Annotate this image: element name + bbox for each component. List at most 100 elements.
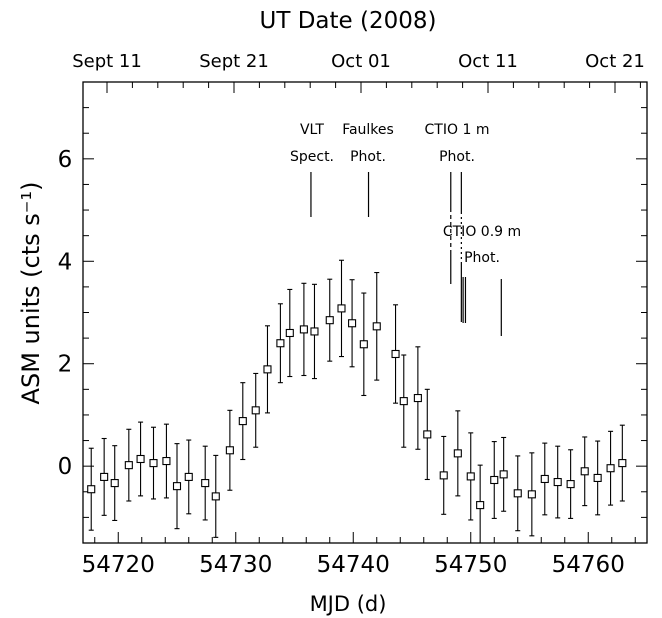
data-marker: [359, 340, 368, 349]
data-marker: [618, 459, 627, 468]
x2-tick-label: Oct 11: [458, 51, 518, 72]
annotation-label: Phot.: [350, 149, 386, 165]
data-point: [527, 452, 536, 537]
annotation-label: VLT: [300, 122, 324, 138]
annotation-ctio-1-m: CTIO 1 m Phot.: [425, 122, 490, 322]
data-series: [87, 259, 627, 543]
data-marker: [110, 479, 119, 488]
data-point: [439, 435, 448, 515]
data-marker: [540, 474, 549, 484]
data-marker: [285, 328, 294, 338]
data-point: [348, 279, 357, 368]
data-marker: [606, 464, 615, 473]
x2-tick-label: Sept 21: [199, 51, 269, 72]
data-marker: [337, 304, 346, 313]
data-point: [372, 271, 381, 381]
data-marker: [184, 472, 193, 481]
annotation-label: CTIO 1 m: [425, 122, 490, 138]
data-marker: [211, 492, 220, 501]
data-point: [110, 445, 119, 522]
data-marker: [124, 461, 133, 470]
tick-labels: 54720 54730 54740 54750 54760 0 2 4 6 Sept 11 Sept…: [58, 51, 645, 578]
y-axis-title: ASM units (cts s⁻¹): [17, 182, 45, 405]
data-marker: [453, 449, 462, 458]
data-point: [211, 454, 220, 538]
data-point: [100, 437, 109, 516]
data-point: [359, 292, 368, 397]
x2-tick-label: Sept 11: [72, 51, 142, 72]
data-point: [124, 428, 133, 502]
data-marker: [100, 472, 109, 481]
data-point: [136, 421, 145, 497]
x-tick-label: 54740: [317, 552, 390, 578]
annotation-faulkes: Faulkes Phot.: [342, 122, 394, 217]
annotation-label: Phot.: [464, 250, 500, 266]
data-point: [566, 449, 575, 519]
data-point: [540, 442, 549, 516]
x-tick-label: 54720: [82, 552, 155, 578]
data-marker: [238, 417, 247, 426]
data-point: [476, 464, 485, 543]
data-marker: [276, 339, 285, 348]
data-point: [263, 325, 272, 414]
annotation-vlt: VLT Spect.: [290, 122, 334, 217]
annotation-label: Phot.: [439, 149, 475, 165]
data-point: [285, 288, 294, 378]
data-marker: [527, 490, 536, 499]
x2-tick-label: Oct 21: [585, 51, 645, 72]
data-marker: [225, 446, 234, 455]
data-point: [325, 278, 334, 362]
y-tick-label: 0: [58, 454, 73, 480]
top-axis-title: UT Date (2008): [260, 8, 437, 34]
data-point: [184, 439, 193, 515]
data-marker: [162, 456, 171, 466]
data-marker: [566, 480, 575, 489]
data-marker: [553, 477, 562, 487]
data-point: [413, 346, 422, 450]
data-marker: [423, 430, 432, 439]
data-marker: [310, 327, 319, 336]
data-point: [310, 283, 319, 380]
data-marker: [149, 459, 158, 468]
data-point: [490, 441, 499, 519]
data-marker: [413, 393, 422, 403]
data-point: [162, 423, 171, 499]
data-marker: [325, 316, 334, 325]
data-marker: [263, 365, 272, 374]
x2-tick-label: Oct 01: [331, 51, 391, 72]
y-tick-label: 6: [58, 147, 73, 173]
axis-ticks: [83, 82, 647, 543]
data-marker: [490, 475, 499, 485]
data-point: [149, 426, 158, 500]
data-marker: [172, 482, 182, 491]
data-point: [593, 440, 602, 516]
data-marker: [466, 472, 475, 481]
data-point: [580, 436, 589, 507]
data-point: [553, 445, 562, 519]
data-point: [618, 424, 627, 502]
data-marker: [399, 397, 408, 406]
data-marker: [391, 349, 400, 359]
data-point: [87, 447, 96, 531]
data-point: [172, 443, 182, 530]
data-point: [276, 303, 285, 384]
y-tick-label: 2: [58, 352, 73, 378]
data-point: [466, 432, 475, 521]
data-marker: [136, 454, 145, 464]
data-marker: [513, 489, 522, 498]
data-marker: [299, 325, 308, 334]
data-marker: [580, 467, 589, 476]
data-point: [391, 304, 400, 404]
data-marker: [499, 470, 508, 479]
data-marker: [476, 501, 485, 510]
data-marker: [439, 471, 448, 480]
annotation-ctio-0-9-m: CTIO 0.9 m Phot.: [443, 224, 521, 336]
data-point: [238, 382, 247, 461]
data-point: [337, 259, 346, 358]
data-point: [201, 445, 210, 521]
x-axis-title: MJD (d): [310, 592, 387, 616]
data-point: [513, 455, 522, 532]
